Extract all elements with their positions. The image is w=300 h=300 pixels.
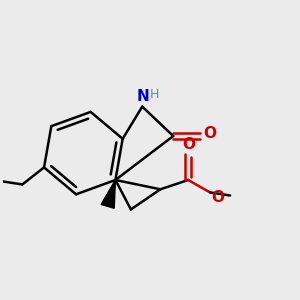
Text: N: N <box>136 89 149 104</box>
Text: O: O <box>211 190 224 206</box>
Text: H: H <box>149 88 159 101</box>
Text: O: O <box>203 126 216 141</box>
Polygon shape <box>101 180 116 208</box>
Text: O: O <box>182 137 195 152</box>
